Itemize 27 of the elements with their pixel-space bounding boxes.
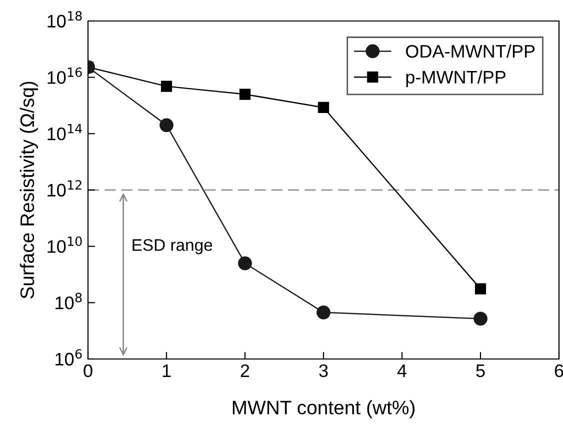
x-tick-label: 2 [240,364,250,377]
legend-label: p-MWNT/PP [406,70,506,88]
point [316,305,330,320]
x-tick-label: 4 [397,364,406,377]
x-tick-label: 3 [319,364,328,378]
y-tick-label: 10$^{8}$ [56,292,82,310]
point [474,312,488,326]
y-axis-title: Surface Resistivity (Ω/sq) [20,82,38,298]
legend-label: ODA-MWNT/PP [406,44,535,58]
y-tick-label: 10$^{6}$ [56,349,82,366]
annotation: ESD range [132,239,212,254]
x-tick-label: 6 [554,364,563,378]
point [318,102,330,114]
y-tick-label: 10$^{16}$ [48,67,82,84]
y-tick-label: 10$^{18}$ [48,11,82,28]
x-tick-label: 0 [84,364,92,378]
x-tick-label: 1 [162,364,171,377]
x-tick-label: 5 [476,364,485,378]
y-tick-label: 10$^{12}$ [48,180,82,197]
point [238,256,252,270]
point [160,80,172,92]
point [239,88,251,100]
x-axis-title: MWNT content (wt%) [232,400,414,418]
y-tick-label: 10$^{10}$ [48,236,82,253]
point [160,118,174,132]
y-tick-label: 10$^{14}$ [48,124,82,140]
point [474,283,486,294]
